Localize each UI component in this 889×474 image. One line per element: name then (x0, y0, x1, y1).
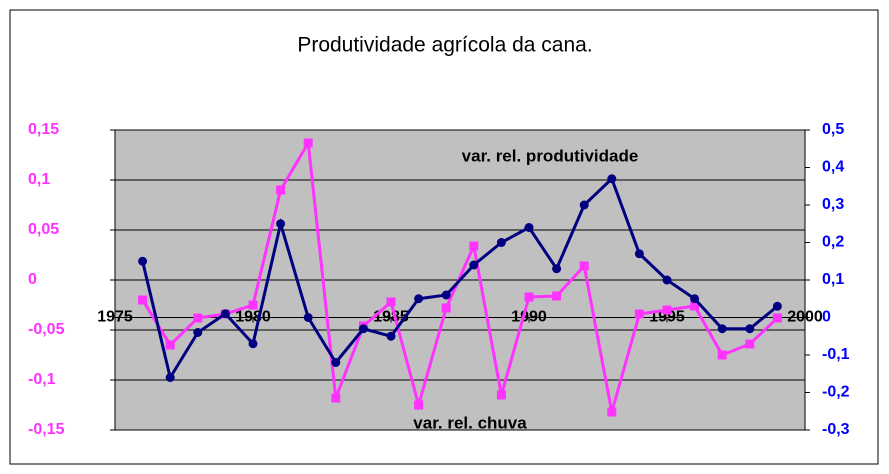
y-tick-label: 0,1 (28, 171, 50, 188)
marker (717, 350, 727, 360)
marker (579, 200, 589, 210)
marker (386, 297, 396, 307)
marker (276, 219, 286, 229)
marker (552, 291, 562, 301)
marker (331, 358, 341, 367)
marker (414, 400, 424, 410)
x-tick-label: 1990 (511, 309, 547, 326)
y2-tick-label: 0,3 (822, 196, 844, 213)
marker (690, 294, 700, 304)
y2-tick-label: 0 (822, 309, 831, 326)
marker (303, 313, 313, 322)
marker (552, 264, 562, 274)
marker (276, 185, 286, 195)
marker (496, 238, 506, 247)
marker (248, 339, 258, 349)
marker (496, 390, 506, 400)
marker (524, 223, 534, 232)
marker (717, 324, 727, 334)
x-tick-label: 1975 (97, 309, 133, 326)
y2-tick-label: -0,3 (822, 421, 850, 438)
marker (441, 303, 451, 313)
y2-tick-label: -0,1 (822, 346, 850, 363)
marker (386, 331, 396, 341)
marker (303, 138, 313, 148)
marker (745, 339, 755, 349)
marker (441, 290, 451, 300)
marker (193, 313, 203, 323)
marker (690, 301, 700, 311)
marker (662, 305, 672, 315)
marker (331, 393, 341, 403)
marker (607, 174, 617, 184)
marker (248, 300, 258, 310)
marker (165, 373, 175, 382)
y2-tick-label: -0,2 (822, 384, 850, 401)
y2-tick-label: 0,2 (822, 234, 844, 251)
chart-title: Produtividade agrícola da cana. (297, 34, 592, 57)
marker (634, 309, 644, 319)
x-tick-label: 2000 (787, 309, 823, 326)
y-tick-label: -0,1 (28, 371, 56, 388)
marker (358, 324, 368, 334)
y-tick-label: -0,15 (28, 421, 65, 438)
x-tick-label: 1995 (649, 309, 685, 326)
series-line (141, 176, 779, 382)
marker (579, 261, 589, 271)
y-tick-label: -0,05 (28, 321, 65, 338)
marker (745, 324, 755, 334)
marker (193, 328, 203, 337)
marker (220, 309, 230, 319)
series-line (141, 138, 779, 413)
marker (772, 313, 782, 323)
marker (772, 301, 782, 311)
marker (165, 340, 175, 350)
marker (469, 241, 479, 251)
marker (138, 256, 148, 266)
x-tick-label: 1980 (235, 309, 271, 326)
y-tick-label: 0,15 (28, 121, 59, 138)
y2-tick-label: 0,4 (822, 159, 844, 176)
y-tick-label: 0,05 (28, 221, 59, 238)
marker (524, 292, 534, 302)
marker (138, 295, 148, 305)
annotation: var. rel. chuva (413, 413, 527, 432)
marker (414, 294, 424, 304)
marker (634, 249, 644, 259)
x-tick-label: 1985 (373, 309, 409, 326)
marker (607, 407, 617, 417)
marker (469, 260, 479, 270)
y2-tick-label: 0,1 (822, 271, 844, 288)
marker (662, 275, 672, 285)
y-tick-label: 0 (28, 271, 37, 288)
annotation: var. rel. produtividade (462, 146, 639, 165)
y2-tick-label: 0,5 (822, 121, 844, 138)
